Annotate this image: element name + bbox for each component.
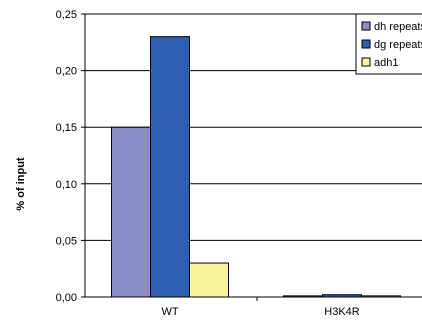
y-tick-label: 0,15	[56, 122, 77, 134]
x-tick-label: WT	[161, 306, 178, 318]
bar	[111, 126, 151, 298]
bars	[111, 36, 401, 298]
y-tick-label: 0,25	[56, 9, 77, 21]
legend-label: adh1	[374, 57, 398, 69]
y-axis-title: % of input	[15, 157, 27, 210]
tick-labels: 0,00 0,05 0,10 0,15 0,20 0,25 WT H3K4R	[56, 9, 360, 318]
legend-label: dg repeats	[374, 39, 422, 51]
x-tick-label: H3K4R	[324, 306, 360, 318]
legend-label: dh repeats	[374, 21, 422, 33]
bar	[150, 36, 190, 298]
y-tick-label: 0,05	[56, 235, 77, 247]
legend-swatch	[361, 21, 371, 31]
bar	[189, 262, 229, 298]
legend-swatch	[361, 39, 371, 49]
y-tick-label: 0,10	[56, 179, 77, 191]
axes	[81, 13, 422, 301]
legend: dh repeats dg repeats adh1	[355, 13, 422, 75]
y-tick-label: 0,20	[56, 66, 77, 78]
y-tick-label: 0,00	[56, 292, 77, 304]
legend-swatch	[361, 57, 371, 67]
